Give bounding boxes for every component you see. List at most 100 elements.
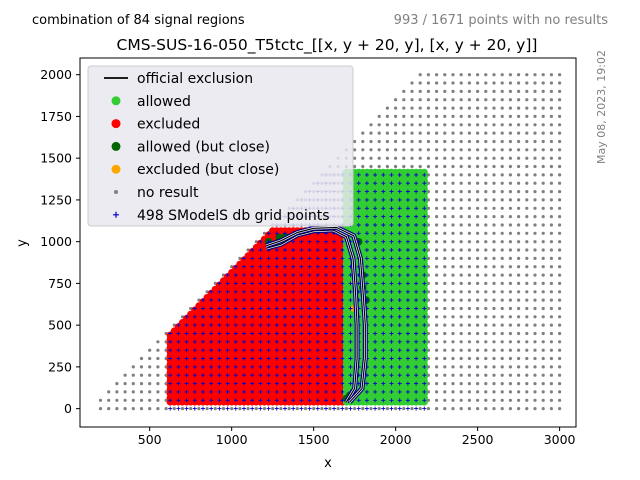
grid-point (217, 314, 222, 319)
no-result-point (484, 106, 488, 110)
grid-point (332, 381, 337, 386)
grid-point (405, 356, 410, 361)
grid-point (291, 289, 296, 294)
grid-point (307, 373, 312, 378)
no-result-point (443, 81, 447, 85)
no-result-point (541, 131, 545, 135)
grid-point (422, 231, 427, 236)
no-result-point (508, 190, 512, 194)
grid-point (307, 381, 312, 386)
no-result-point (467, 323, 471, 327)
grid-point (315, 281, 320, 286)
no-result-point (549, 340, 554, 344)
grid-point (324, 314, 328, 319)
grid-point (389, 381, 394, 386)
grid-point (381, 264, 386, 269)
no-result-point (435, 106, 439, 110)
grid-point (225, 373, 230, 378)
grid-point (250, 298, 255, 303)
no-result-point (426, 148, 430, 152)
grid-point (405, 364, 410, 369)
no-result-point (459, 114, 463, 118)
grid-point (397, 339, 402, 344)
no-result-point (533, 248, 537, 252)
grid-point (414, 298, 419, 303)
no-result-point (451, 198, 455, 202)
no-result-point (451, 382, 455, 386)
no-result-point (558, 98, 562, 102)
grid-point (389, 189, 394, 194)
grid-point (283, 373, 287, 378)
grid-point (397, 314, 402, 319)
grid-point (168, 364, 173, 369)
grid-point (332, 398, 337, 403)
no-result-point (443, 248, 447, 252)
no-result-point (443, 382, 447, 386)
no-result-point (533, 148, 537, 152)
grid-point (332, 356, 337, 361)
grid-point (307, 339, 312, 344)
no-result-point (541, 156, 545, 160)
no-result-point (402, 131, 406, 135)
grid-point (225, 281, 230, 286)
no-result-point (500, 139, 504, 144)
grid-point (381, 197, 386, 202)
no-result-point (476, 315, 480, 319)
grid-point (397, 348, 402, 353)
grid-point (274, 256, 279, 261)
no-result-point (115, 382, 119, 386)
grid-point (225, 314, 230, 319)
no-result-point (369, 164, 373, 169)
no-result-point (451, 156, 455, 160)
grid-point (364, 389, 369, 394)
grid-point (405, 197, 410, 202)
grid-point (340, 356, 345, 361)
no-result-point (426, 98, 430, 102)
no-result-point (402, 139, 406, 144)
grid-point (225, 364, 230, 369)
no-result-point (418, 81, 422, 85)
no-result-point (517, 190, 521, 194)
no-result-point (525, 273, 529, 277)
grid-point (283, 281, 287, 286)
no-result-point (525, 114, 529, 118)
no-result-point (517, 131, 521, 135)
no-result-point (549, 248, 554, 252)
grid-point (340, 406, 345, 411)
no-result-point (459, 248, 463, 252)
no-result-point (156, 348, 160, 352)
no-result-point (533, 173, 537, 177)
no-result-point (139, 382, 144, 386)
grid-point (307, 348, 312, 353)
no-result-point (467, 181, 471, 185)
no-result-point (541, 356, 545, 361)
grid-point (258, 264, 263, 269)
no-result-point (467, 348, 471, 352)
no-result-point (172, 407, 176, 411)
grid-point (422, 373, 427, 378)
no-result-point (123, 390, 127, 394)
grid-point (324, 323, 328, 328)
grid-point (315, 389, 320, 394)
no-result-point (517, 382, 521, 386)
no-result-point (394, 123, 398, 127)
no-result-point (517, 348, 521, 352)
grid-point (266, 348, 271, 353)
grid-point (201, 348, 205, 353)
no-result-point (467, 114, 471, 118)
grid-point (389, 323, 394, 328)
no-result-point (426, 131, 430, 135)
grid-point (315, 398, 320, 403)
grid-point (291, 256, 296, 261)
no-result-point (558, 331, 562, 336)
no-result-point (500, 123, 504, 127)
no-result-point (467, 98, 471, 102)
legend-box (87, 65, 354, 227)
grid-point (356, 197, 361, 202)
no-result-point (541, 123, 545, 127)
no-result-point (451, 306, 455, 311)
no-result-point (385, 407, 389, 411)
no-result-point (541, 223, 545, 227)
no-result-point (459, 98, 463, 102)
no-result-point (558, 231, 562, 235)
